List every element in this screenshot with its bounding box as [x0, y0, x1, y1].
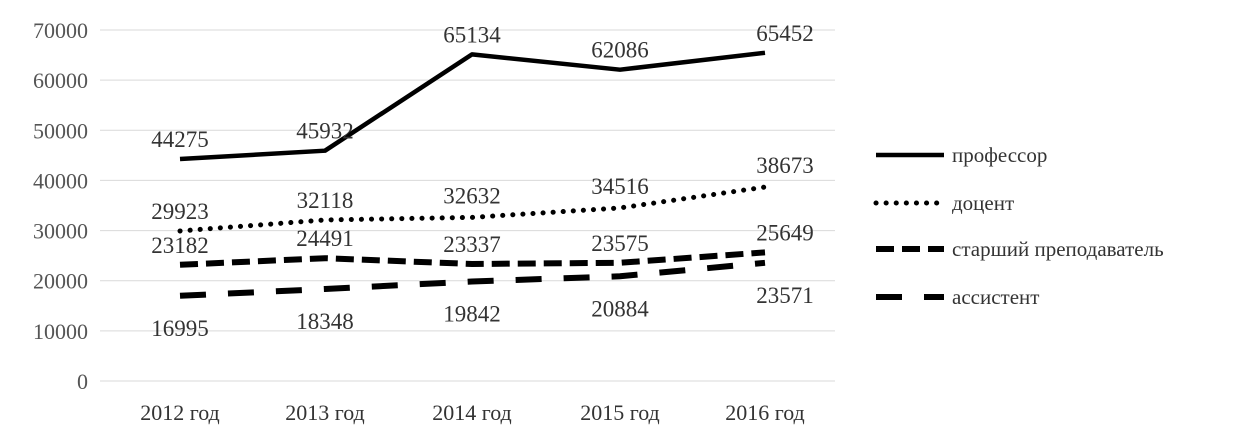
data-label: 23575	[591, 231, 649, 256]
data-label: 20884	[591, 296, 649, 321]
data-label: 23337	[443, 232, 501, 257]
legend: профессор доцент старший преподаватель асси…	[873, 143, 1164, 309]
data-labels: 44275 45932 65134 62086 65452 29923 32118 32632…	[151, 21, 814, 341]
data-label: 16995	[151, 316, 209, 341]
y-tick-label: 70000	[33, 18, 88, 43]
y-tick-label: 30000	[33, 219, 88, 244]
x-tick-label: 2015 год	[580, 400, 660, 425]
series-line-1	[177, 184, 768, 234]
data-label: 18348	[296, 309, 354, 334]
data-label: 24491	[296, 226, 354, 251]
y-tick-label: 50000	[33, 118, 88, 143]
x-tick-label: 2016 год	[725, 400, 805, 425]
series-line-3	[179, 259, 766, 299]
x-tick-label: 2014 год	[432, 400, 512, 425]
gridlines	[100, 29, 835, 382]
data-label: 34516	[591, 174, 649, 199]
data-label: 65452	[756, 21, 814, 46]
data-label: 38673	[756, 153, 814, 178]
y-tick-label: 60000	[33, 68, 88, 93]
y-tick-label: 10000	[33, 319, 88, 344]
y-tick-label: 0	[77, 369, 88, 394]
y-tick-label: 40000	[33, 168, 88, 193]
data-label: 19842	[443, 302, 501, 327]
x-axis-ticks: 2012 год 2013 год 2014 год 2015 год 2016 год	[140, 400, 805, 425]
data-label: 29923	[151, 199, 209, 224]
data-label: 23571	[756, 283, 814, 308]
data-label: 65134	[443, 22, 501, 47]
x-tick-label: 2013 год	[285, 400, 365, 425]
series-lines	[177, 50, 768, 299]
series-line-2	[179, 249, 766, 268]
legend-label: доцент	[952, 191, 1014, 215]
data-label: 23182	[151, 233, 209, 258]
legend-label: ассистент	[952, 285, 1039, 309]
y-tick-label: 20000	[33, 269, 88, 294]
y-axis-ticks: 0 10000 20000 30000 40000 50000 60000 70000	[33, 18, 88, 394]
data-label: 44275	[151, 127, 209, 152]
data-label: 32632	[443, 183, 501, 208]
data-label: 62086	[591, 38, 649, 63]
legend-label: профессор	[952, 143, 1047, 167]
data-label: 25649	[756, 220, 814, 245]
x-tick-label: 2012 год	[140, 400, 220, 425]
data-label: 32118	[297, 188, 354, 213]
series-line-0	[179, 50, 766, 162]
legend-label: старший преподаватель	[952, 237, 1164, 261]
data-label: 45932	[296, 119, 354, 144]
